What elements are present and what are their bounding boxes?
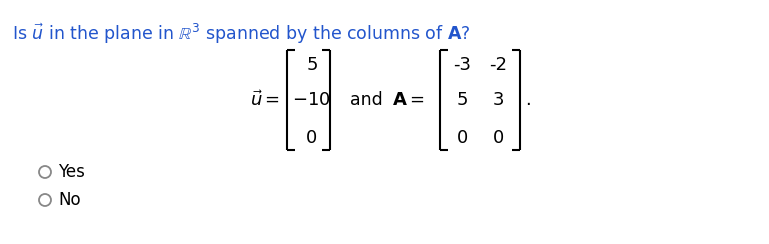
Text: 3: 3 bbox=[492, 91, 504, 109]
Text: Yes: Yes bbox=[58, 163, 85, 181]
Text: $0$: $0$ bbox=[305, 129, 318, 147]
Text: $\vec{u}=$: $\vec{u}=$ bbox=[250, 90, 280, 110]
Text: $5$: $5$ bbox=[305, 56, 318, 74]
Text: Is $\vec{u}$ in the plane in $\mathbb{R}^3$ spanned by the columns of $\mathbf{A: Is $\vec{u}$ in the plane in $\mathbb{R}… bbox=[12, 22, 471, 46]
Text: 0: 0 bbox=[492, 129, 504, 147]
Text: -3: -3 bbox=[453, 56, 471, 74]
Text: 5: 5 bbox=[456, 91, 468, 109]
Text: .: . bbox=[525, 91, 531, 109]
Text: No: No bbox=[58, 191, 81, 209]
Text: $-10$: $-10$ bbox=[292, 91, 331, 109]
Text: $\mathbf{A}=$: $\mathbf{A}=$ bbox=[392, 91, 424, 109]
Text: -2: -2 bbox=[489, 56, 507, 74]
Text: and: and bbox=[350, 91, 383, 109]
Text: 0: 0 bbox=[456, 129, 468, 147]
